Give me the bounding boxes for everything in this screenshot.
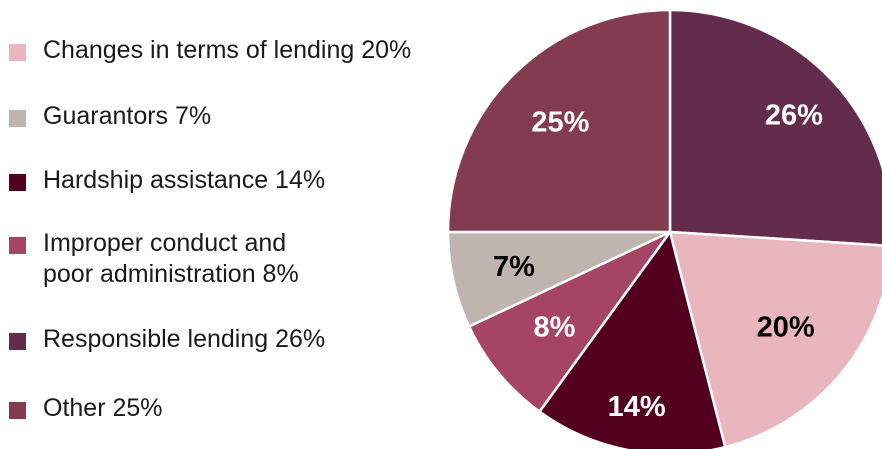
pie-slice-changes-in-terms-of-lending: [668, 230, 882, 449]
pie-slice-other: [446, 8, 672, 234]
legend-swatch-other: [9, 402, 26, 419]
legend-item-responsible-lending: Responsible lending 26%: [9, 324, 463, 355]
chart-legend: Changes in terms of lending 20% Guaranto…: [9, 0, 479, 449]
pie-slices: [446, 8, 882, 449]
slice-label-changes-in-terms-of-lending: 20%: [757, 312, 815, 344]
slice-label-hardship-assistance: 14%: [608, 391, 666, 423]
slice-label-improper-conduct-and-poor-administration: 8%: [533, 312, 575, 344]
pie-slice-responsible-lending: [668, 8, 882, 247]
slice-label-responsible-lending: 26%: [765, 100, 823, 132]
legend-item-changes-in-terms-of-lending: Changes in terms of lending 20%: [9, 35, 463, 66]
legend-item-hardship-assistance: Hardship assistance 14%: [9, 165, 463, 196]
legend-label-hardship-assistance: Hardship assistance 14%: [43, 166, 326, 194]
legend-item-other: Other 25%: [9, 393, 463, 424]
legend-label-changes-in-terms-of-lending: Changes in terms of lending 20%: [43, 36, 412, 64]
slice-label-guarantors: 7%: [493, 251, 535, 283]
pie-slice-labels: 26% 20% 14% 8% 7% 25%: [493, 100, 823, 423]
legend-swatch-improper-conduct: [9, 237, 26, 254]
legend-label-other: Other 25%: [43, 394, 163, 422]
slice-label-other: 25%: [531, 106, 589, 138]
legend-swatch-hardship-assistance: [9, 174, 26, 191]
legend-swatch-guarantors: [9, 110, 26, 127]
legend-swatch-changes-in-terms-of-lending: [9, 44, 26, 61]
legend-label-guarantors: Guarantors 7%: [43, 102, 212, 130]
legend-label-improper-conduct: Improper conduct and poor administration…: [43, 229, 299, 288]
legend-swatch-responsible-lending: [9, 333, 26, 350]
legend-item-guarantors: Guarantors 7%: [9, 101, 463, 132]
legend-item-improper-conduct: Improper conduct and poor administration…: [9, 228, 343, 290]
pie-slice-improper-conduct-and-poor-administration: [467, 230, 672, 413]
legend-label-responsible-lending: Responsible lending 26%: [43, 325, 326, 353]
pie-slice-hardship-assistance: [538, 230, 727, 449]
